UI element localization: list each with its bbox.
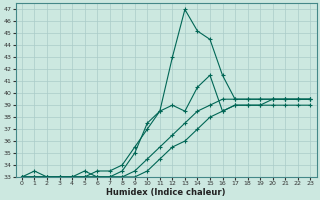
X-axis label: Humidex (Indice chaleur): Humidex (Indice chaleur) [106, 188, 226, 197]
